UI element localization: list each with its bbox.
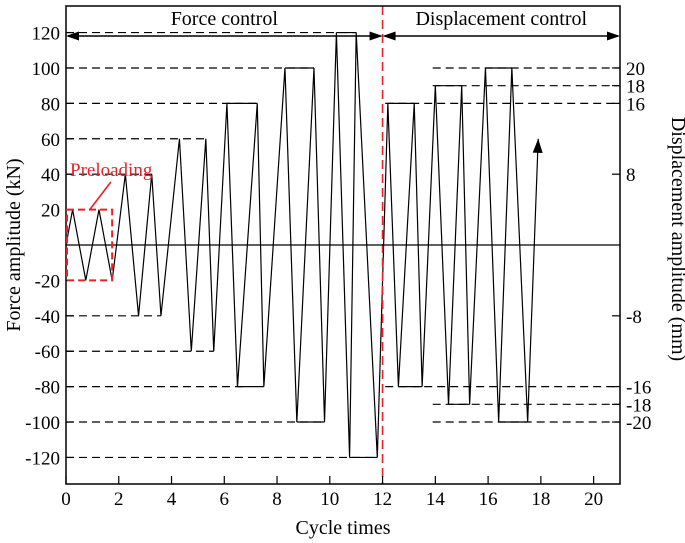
x-tick-label: 20 [584,489,603,510]
y-tick-label: -20 [35,271,60,292]
section-arrow-head-right [369,31,383,41]
section-label: Force control [171,8,279,30]
section-arrow-head-left [382,31,396,41]
x-tick-label: 6 [220,489,230,510]
y-tick-label: -40 [35,307,60,328]
y-tick-label: -80 [35,378,60,399]
y-tick-label: -60 [35,342,60,363]
y2-tick-label: 20 [626,59,645,80]
y2-axis-title: Displacement amplitude (mm) [667,117,685,361]
preloading-label: Preloading [70,160,153,181]
x-tick-label: 2 [114,489,124,510]
y-axis-title: Force amplitude (kN) [3,158,25,331]
ticks-layer: 0 2 4 6 8 10 12 14 16 18 2012010080604020-20-40-60… [25,24,651,510]
y2-tick-label: -16 [626,378,651,399]
x-tick-label: 4 [167,489,177,510]
x-tick-label: 10 [320,489,339,510]
y-tick-label: 120 [32,24,61,45]
preloading-annotation: Preloading [66,160,153,282]
preloading-pointer [89,181,112,211]
y2-tick-label: -8 [626,307,642,328]
y-tick-label: 40 [41,165,60,186]
section-arrow-head-right [607,31,620,41]
x-tick-label: 18 [531,489,550,510]
x-tick-label: 8 [272,489,282,510]
preloading-box [66,208,114,282]
section-arrow-head-left [66,31,79,41]
x-tick-label: 16 [479,489,498,510]
path-arrow-head [532,138,543,153]
control-sections: Force control Displacement control [66,8,620,41]
y-tick-label: 60 [41,130,60,151]
y2-tick-label: 18 [626,77,645,98]
y2-tick-label: -20 [626,413,651,434]
y-tick-label: 100 [32,59,61,80]
x-tick-label: 0 [61,489,71,510]
y-tick-label: -100 [25,413,60,434]
y-tick-label: 80 [41,94,60,115]
section-label: Displacement control [415,8,587,30]
x-tick-label: 12 [373,489,392,510]
x-tick-label: 14 [426,489,446,510]
y-tick-label: -120 [25,448,60,469]
y2-tick-label: 8 [626,165,636,186]
x-axis-title: Cycle times [296,517,391,539]
y2-tick-label: 16 [626,94,645,115]
y-tick-label: 20 [41,201,60,222]
axes-layer [65,5,621,485]
y2-tick-label: -18 [626,395,651,416]
